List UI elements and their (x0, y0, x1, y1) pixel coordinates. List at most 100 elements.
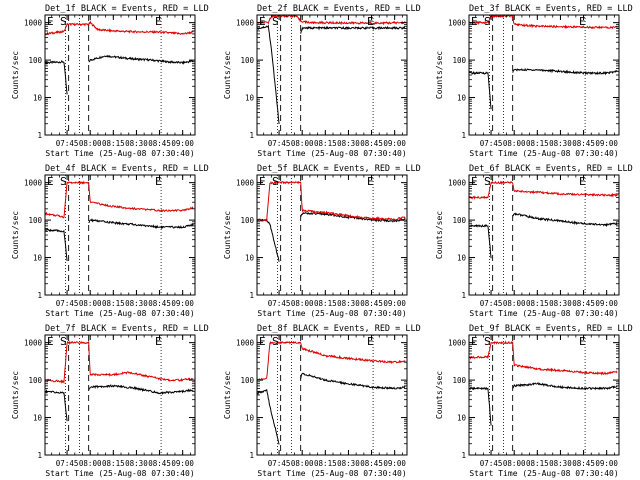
axes-frame (256, 174, 408, 296)
chart-title: Det_3f BLACK = Events, RED = LLD (469, 4, 633, 14)
series-line-events (469, 212, 618, 259)
x-axis-label: Start Time (25-Aug-08 07:30:40) (45, 149, 194, 158)
y-tick-label: 1 (37, 451, 42, 460)
marker-label: E (47, 335, 54, 348)
marker-label: E (259, 335, 266, 348)
y-tick-label: 100 (452, 376, 466, 385)
x-tick-label: 09:00 (595, 459, 618, 468)
x-tick-label: 08:30 (549, 139, 572, 148)
y-tick-label: 10 (33, 254, 43, 263)
x-tick-label: 08:00 (291, 459, 314, 468)
y-tick-label: 100 (240, 216, 254, 225)
y-tick-label: 1 (249, 131, 254, 140)
y-axis-label: Counts/sec (11, 51, 20, 99)
x-tick-label: 07:45 (56, 299, 79, 308)
axes-frame (256, 14, 408, 136)
x-tick-label: 08:15 (102, 459, 125, 468)
marker-label: S (272, 175, 279, 188)
marker-label: S (60, 15, 67, 28)
y-axis-label: Counts/sec (435, 51, 444, 99)
series-line-lld (469, 15, 618, 30)
x-tick-label: 08:30 (337, 139, 360, 148)
y-tick-label: 1000 (24, 339, 43, 348)
x-tick-label: 08:00 (79, 139, 102, 148)
series-line-events (469, 67, 618, 110)
series-line-events (45, 54, 194, 95)
y-axis-label: Counts/sec (223, 51, 232, 99)
marker-label: E (367, 175, 374, 188)
series-line-lld (45, 180, 194, 219)
x-tick-label: 09:00 (383, 299, 406, 308)
x-tick-label: 08:30 (125, 139, 148, 148)
marker-label: E (579, 175, 586, 188)
marker-label: S (60, 175, 67, 188)
y-axis-label: Counts/sec (11, 211, 20, 259)
y-tick-label: 10 (457, 94, 467, 103)
plot-area (469, 175, 618, 295)
x-tick-label: 08:00 (291, 139, 314, 148)
y-tick-label: 10 (33, 414, 43, 423)
series-line-lld (45, 340, 194, 385)
x-tick-label: 09:00 (171, 139, 194, 148)
x-tick-label: 08:45 (360, 459, 383, 468)
chart-title: Det_8f BLACK = Events, RED = LLD (257, 324, 421, 334)
x-tick-label: 08:00 (79, 299, 102, 308)
x-axis-label: Start Time (25-Aug-08 07:30:40) (45, 469, 194, 478)
y-tick-label: 10 (245, 414, 255, 423)
y-tick-label: 100 (452, 56, 466, 65)
y-tick-label: 10 (245, 254, 255, 263)
plot-area (257, 15, 406, 135)
x-tick-label: 08:45 (148, 139, 171, 148)
x-tick-label: 08:30 (549, 459, 572, 468)
y-tick-label: 1 (249, 291, 254, 300)
plot-area (45, 175, 194, 295)
x-axis-label: Start Time (25-Aug-08 07:30:40) (257, 149, 406, 158)
plot-area (257, 175, 406, 295)
x-tick-label: 08:45 (572, 299, 595, 308)
x-tick-label: 07:45 (56, 139, 79, 148)
series-line-lld (45, 20, 194, 36)
y-tick-label: 100 (240, 56, 254, 65)
y-axis-label: Counts/sec (223, 371, 232, 419)
x-tick-label: 08:00 (503, 299, 526, 308)
axes-frame (44, 334, 196, 456)
y-tick-label: 1000 (24, 19, 43, 28)
x-tick-label: 08:15 (526, 139, 549, 148)
x-tick-label: 08:15 (102, 139, 125, 148)
chart-title: Det_4f BLACK = Events, RED = LLD (45, 164, 209, 174)
marker-label: S (484, 15, 491, 28)
y-tick-label: 1 (37, 291, 42, 300)
x-tick-label: 09:00 (383, 139, 406, 148)
y-axis-label: Counts/sec (435, 371, 444, 419)
x-tick-label: 09:00 (171, 299, 194, 308)
marker-label: S (484, 335, 491, 348)
series-line-events (257, 211, 406, 262)
x-tick-label: 08:15 (102, 299, 125, 308)
chart-title: Det_7f BLACK = Events, RED = LLD (45, 324, 209, 334)
marker-label: E (367, 335, 374, 348)
x-tick-label: 08:15 (526, 459, 549, 468)
series-line-events (257, 372, 406, 445)
marker-label: E (579, 335, 586, 348)
marker-label: E (579, 15, 586, 28)
marker-label: E (471, 175, 478, 188)
series-line-lld (469, 340, 618, 376)
x-tick-label: 07:45 (56, 459, 79, 468)
marker-label: E (155, 175, 162, 188)
x-tick-label: 09:00 (595, 299, 618, 308)
y-tick-label: 1 (249, 451, 254, 460)
series-line-lld (257, 15, 406, 26)
x-axis-label: Start Time (25-Aug-08 07:30:40) (469, 469, 618, 478)
x-tick-label: 08:30 (125, 299, 148, 308)
x-tick-label: 09:00 (171, 459, 194, 468)
chart-title: Det_5f BLACK = Events, RED = LLD (257, 164, 421, 174)
x-tick-label: 08:30 (125, 459, 148, 468)
x-tick-label: 08:45 (148, 299, 171, 308)
x-tick-label: 08:15 (314, 299, 337, 308)
marker-label: E (471, 335, 478, 348)
x-tick-label: 07:45 (480, 299, 503, 308)
